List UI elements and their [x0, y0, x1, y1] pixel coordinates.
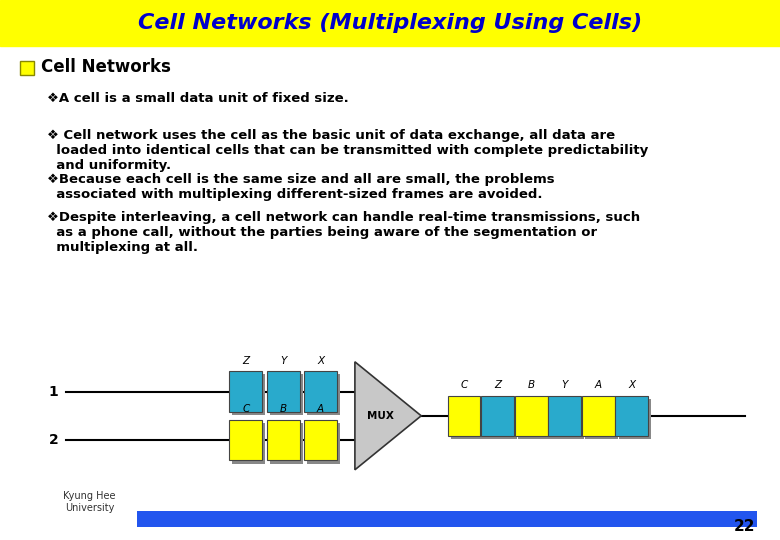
Text: ❖Because each cell is the same size and all are small, the problems
  associated: ❖Because each cell is the same size and … — [47, 173, 555, 201]
Text: X: X — [317, 356, 324, 366]
FancyBboxPatch shape — [270, 423, 303, 463]
FancyBboxPatch shape — [232, 375, 265, 415]
Text: Z: Z — [242, 356, 250, 366]
Text: Kyung Hee
University: Kyung Hee University — [63, 491, 116, 513]
Text: A: A — [317, 404, 324, 415]
Text: Cell Networks: Cell Networks — [41, 58, 171, 77]
Text: MUX: MUX — [367, 411, 394, 421]
FancyBboxPatch shape — [448, 395, 480, 436]
Text: Cell Networks (Multiplexing Using Cells): Cell Networks (Multiplexing Using Cells) — [138, 13, 642, 33]
FancyBboxPatch shape — [484, 399, 517, 440]
Text: 2: 2 — [49, 433, 58, 447]
FancyBboxPatch shape — [267, 420, 300, 460]
FancyBboxPatch shape — [518, 399, 551, 440]
Text: A: A — [594, 380, 602, 390]
FancyBboxPatch shape — [304, 420, 337, 460]
FancyBboxPatch shape — [451, 399, 484, 440]
Text: 1: 1 — [49, 384, 58, 399]
FancyBboxPatch shape — [582, 395, 615, 436]
FancyBboxPatch shape — [229, 372, 262, 411]
Text: Z: Z — [494, 380, 502, 390]
FancyBboxPatch shape — [619, 399, 651, 440]
FancyBboxPatch shape — [267, 372, 300, 411]
Text: ❖A cell is a small data unit of fixed size.: ❖A cell is a small data unit of fixed si… — [47, 92, 349, 105]
Text: B: B — [527, 380, 535, 390]
Text: Y: Y — [280, 356, 286, 366]
FancyBboxPatch shape — [232, 423, 265, 463]
FancyBboxPatch shape — [615, 395, 648, 436]
FancyBboxPatch shape — [585, 399, 618, 440]
Text: C: C — [242, 404, 250, 415]
FancyBboxPatch shape — [548, 395, 581, 436]
FancyBboxPatch shape — [551, 399, 584, 440]
Text: 22: 22 — [733, 518, 755, 534]
Polygon shape — [355, 362, 421, 470]
FancyBboxPatch shape — [304, 372, 337, 411]
FancyBboxPatch shape — [307, 375, 340, 415]
Text: X: X — [628, 380, 636, 390]
Text: ❖ Cell network uses the cell as the basic unit of data exchange, all data are
  : ❖ Cell network uses the cell as the basi… — [47, 129, 648, 172]
Text: ❖Despite interleaving, a cell network can handle real-time transmissions, such
 : ❖Despite interleaving, a cell network ca… — [47, 211, 640, 254]
Text: Y: Y — [562, 380, 568, 390]
FancyBboxPatch shape — [136, 511, 757, 526]
FancyBboxPatch shape — [481, 395, 514, 436]
Text: C: C — [460, 380, 468, 390]
FancyBboxPatch shape — [307, 423, 340, 463]
Text: B: B — [279, 404, 287, 415]
FancyBboxPatch shape — [0, 0, 780, 46]
FancyBboxPatch shape — [229, 420, 262, 460]
FancyBboxPatch shape — [20, 61, 34, 75]
FancyBboxPatch shape — [515, 395, 548, 436]
FancyBboxPatch shape — [270, 375, 303, 415]
